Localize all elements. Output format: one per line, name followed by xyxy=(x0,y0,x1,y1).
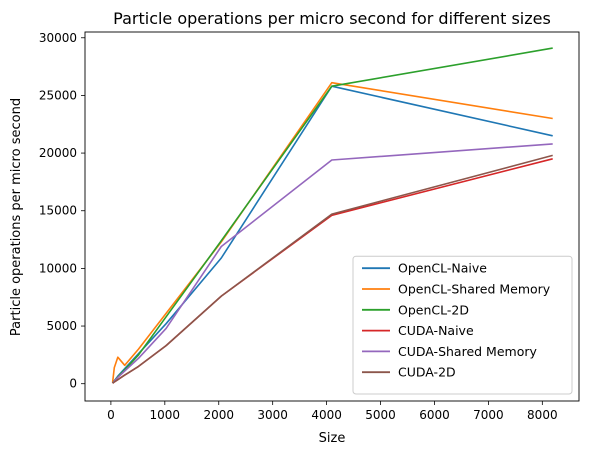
x-tick-label: 0 xyxy=(107,408,115,422)
chart-title: Particle operations per micro second for… xyxy=(113,9,551,28)
x-tick-label: 1000 xyxy=(150,408,181,422)
x-tick-label: 6000 xyxy=(419,408,450,422)
x-tick-label: 3000 xyxy=(257,408,288,422)
y-tick-label: 10000 xyxy=(39,261,77,275)
y-tick-label: 30000 xyxy=(39,31,77,45)
legend-label: CUDA-2D xyxy=(398,365,456,380)
x-tick-label: 8000 xyxy=(527,408,558,422)
y-tick-label: 20000 xyxy=(39,146,77,160)
legend-label: CUDA-Shared Memory xyxy=(398,344,537,359)
x-tick-label: 7000 xyxy=(473,408,504,422)
y-tick-label: 0 xyxy=(69,377,77,391)
x-tick-label: 4000 xyxy=(311,408,342,422)
x-tick-label: 5000 xyxy=(365,408,396,422)
x-tick-label: 2000 xyxy=(203,408,234,422)
legend-label: OpenCL-Shared Memory xyxy=(398,282,551,297)
y-axis-label: Particle operations per micro second xyxy=(9,98,24,336)
x-axis-label: Size xyxy=(319,431,346,446)
legend-label: OpenCL-Naive xyxy=(398,261,487,276)
y-tick-label: 5000 xyxy=(46,319,77,333)
y-tick-label: 25000 xyxy=(39,88,77,102)
legend-label: CUDA-Naive xyxy=(398,323,474,338)
legend: OpenCL-Naive OpenCL-Shared Memory OpenCL-2… xyxy=(353,256,572,394)
y-tick-label: 15000 xyxy=(39,204,77,218)
legend-label: OpenCL-2D xyxy=(398,302,469,317)
